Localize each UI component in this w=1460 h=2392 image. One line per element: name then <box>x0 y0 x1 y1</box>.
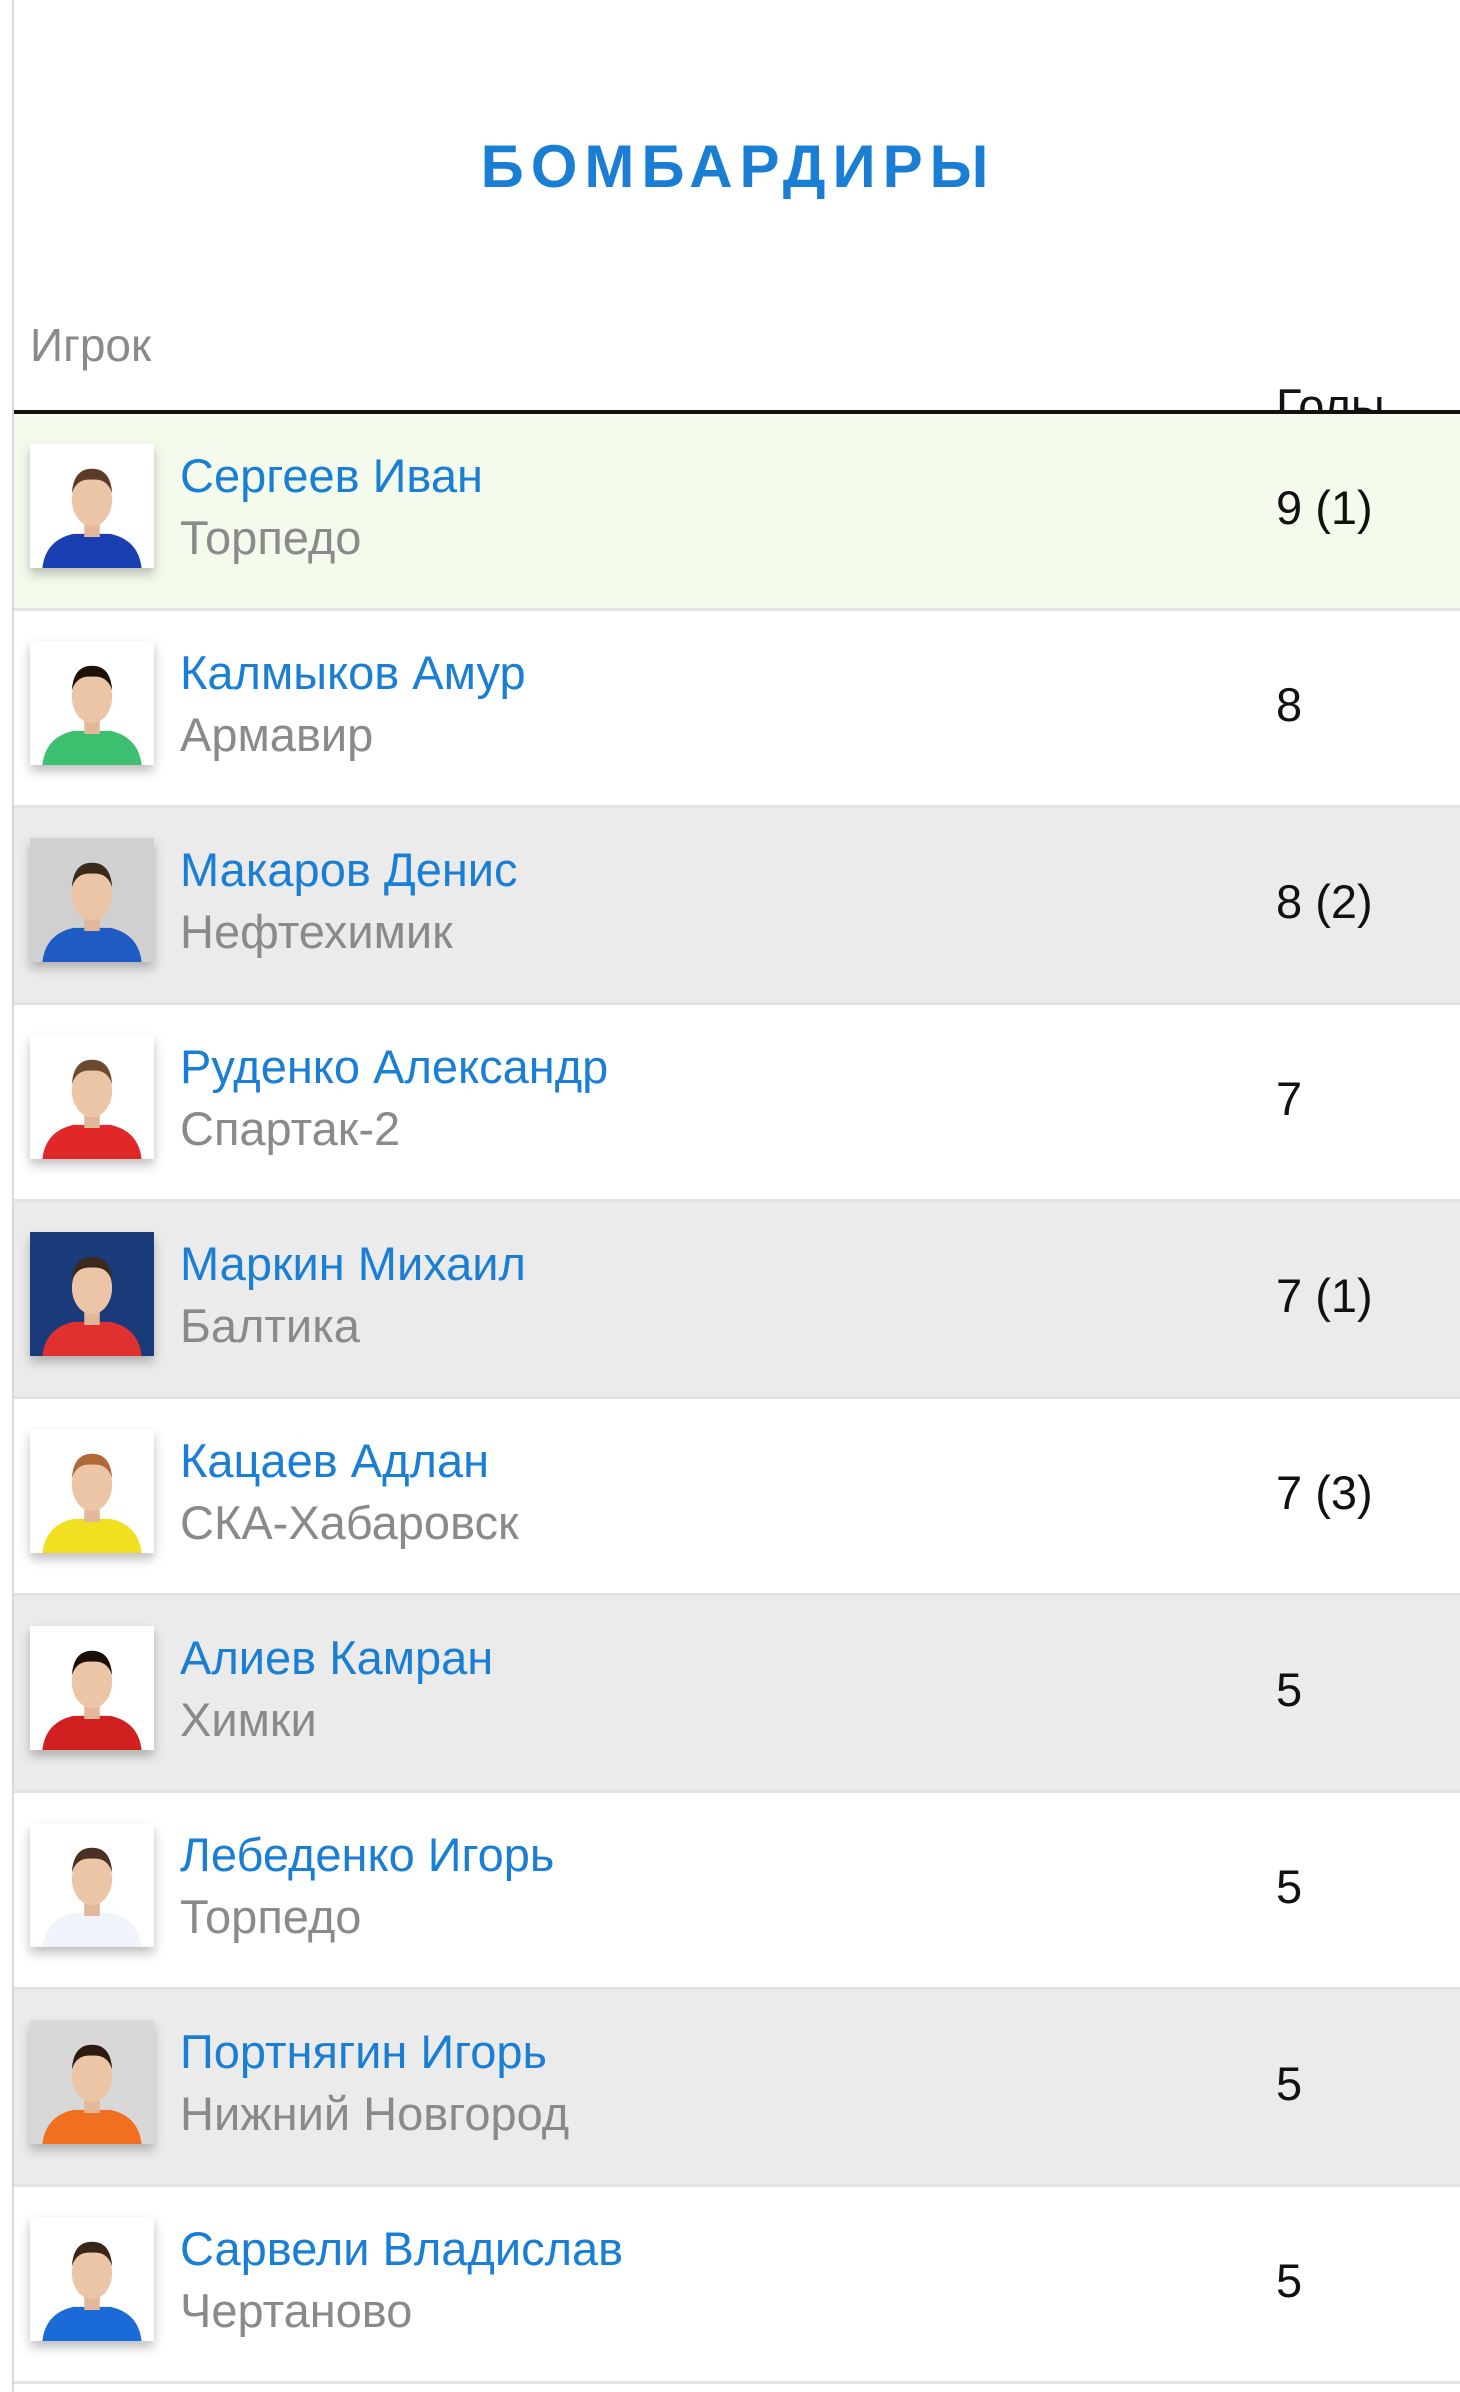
player-name-link[interactable]: Сарвели Владислав <box>180 2222 624 2275</box>
player-photo[interactable] <box>30 2020 154 2144</box>
table-row[interactable]: Маркин Михаил Балтика 7 (1) <box>14 1202 1460 1399</box>
team-name: Торпедо <box>180 1890 362 1943</box>
player-name-link[interactable]: Лебеденко Игорь <box>180 1828 555 1881</box>
goals-value: 5 <box>1276 1663 1303 1716</box>
player-photo[interactable] <box>30 1823 154 1947</box>
team-name: Торпедо <box>180 511 362 564</box>
team-name: Чертаново <box>180 2284 413 2337</box>
team-name: Нефтехимик <box>180 905 453 958</box>
player-photo[interactable] <box>30 444 154 568</box>
table-row[interactable]: Калмыков Амур Армавир 8 <box>14 611 1460 808</box>
goals-value: 7 (1) <box>1276 1269 1373 1322</box>
table-header: Игрок Голы <box>14 312 1460 432</box>
player-name-link[interactable]: Калмыков Амур <box>180 646 526 699</box>
player-name-link[interactable]: Маркин Михаил <box>180 1237 526 1290</box>
player-name-link[interactable]: Макаров Денис <box>180 843 518 896</box>
player-photo[interactable] <box>30 1626 154 1750</box>
scorers-table: Сергеев Иван Торпедо 9 (1) Калмыков Амур Арм… <box>14 414 1460 2384</box>
player-name-link[interactable]: Алиев Камран <box>180 1631 494 1684</box>
player-photo[interactable] <box>30 2217 154 2341</box>
player-photo[interactable] <box>30 838 154 962</box>
player-photo[interactable] <box>30 641 154 765</box>
player-photo[interactable] <box>30 1429 154 1553</box>
table-row[interactable]: Кацаев Адлан СКА-Хабаровск 7 (3) <box>14 1399 1460 1596</box>
goals-value: 5 <box>1276 1860 1303 1913</box>
team-name: Спартак-2 <box>180 1102 401 1155</box>
table-row[interactable]: Руденко Александр Спартак-2 7 <box>14 1005 1460 1202</box>
scorers-widget: БОМБАРДИРЫ Игрок Голы Сергеев Иван Торпед… <box>12 0 1460 2392</box>
team-name: Армавир <box>180 708 374 761</box>
team-name: Нижний Новгород <box>180 2087 570 2140</box>
goals-value: 9 (1) <box>1276 481 1373 534</box>
player-photo[interactable] <box>30 1035 154 1159</box>
player-name-link[interactable]: Руденко Александр <box>180 1040 609 1093</box>
goals-value: 7 (3) <box>1276 1466 1373 1519</box>
player-name-link[interactable]: Сергеев Иван <box>180 449 483 502</box>
goals-value: 8 <box>1276 678 1303 731</box>
column-header-player: Игрок <box>30 319 152 371</box>
table-row[interactable]: Сергеев Иван Торпедо 9 (1) <box>14 414 1460 611</box>
table-row[interactable]: Алиев Камран Химки 5 <box>14 1596 1460 1793</box>
goals-value: 5 <box>1276 2057 1303 2110</box>
goals-value: 7 <box>1276 1072 1303 1125</box>
player-photo[interactable] <box>30 1232 154 1356</box>
player-name-link[interactable]: Кацаев Адлан <box>180 1434 490 1487</box>
widget-title: БОМБАРДИРЫ <box>480 133 996 200</box>
goals-value: 5 <box>1276 2254 1303 2307</box>
player-name-link[interactable]: Портнягин Игорь <box>180 2025 548 2078</box>
team-name: СКА-Хабаровск <box>180 1496 519 1549</box>
goals-value: 8 (2) <box>1276 875 1373 928</box>
team-name: Балтика <box>180 1299 360 1352</box>
table-row[interactable]: Портнягин Игорь Нижний Новгород 5 <box>14 1990 1460 2187</box>
team-name: Химки <box>180 1693 317 1746</box>
table-row[interactable]: Макаров Денис Нефтехимик 8 (2) <box>14 808 1460 1005</box>
table-row[interactable]: Лебеденко Игорь Торпедо 5 <box>14 1793 1460 1990</box>
table-row[interactable]: Сарвели Владислав Чертаново 5 <box>14 2187 1460 2384</box>
